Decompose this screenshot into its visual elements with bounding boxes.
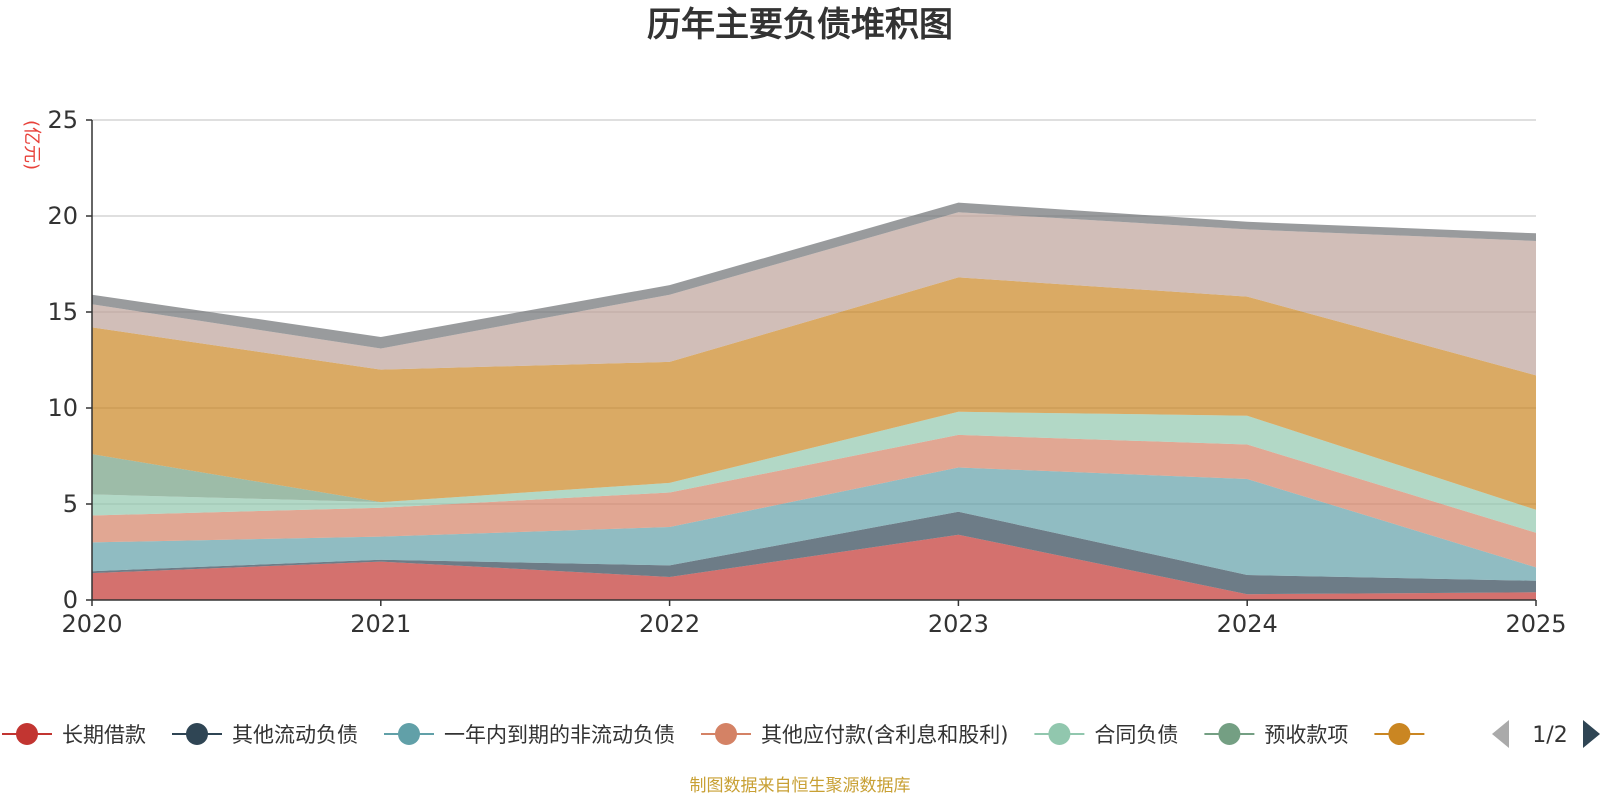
x-tick-label: 2020 bbox=[61, 610, 122, 638]
legend: 长期借款 其他流动负债 一年内到期的非流动负债 其他应付款(含利息和股利) 合同负债 预收… bbox=[2, 720, 1600, 748]
legend-marker-icon bbox=[1218, 723, 1241, 745]
data-source-note: 制图数据来自恒生聚源数据库 bbox=[690, 776, 911, 796]
y-tick-label: 20 bbox=[47, 202, 78, 230]
legend-marker-icon bbox=[398, 723, 420, 745]
legend-page-indicator: 1/2 bbox=[1532, 723, 1567, 748]
legend-item[interactable]: 其他流动负债 bbox=[172, 723, 358, 747]
legend-label: 其他流动负债 bbox=[232, 723, 358, 747]
y-tick-label: 15 bbox=[47, 298, 78, 326]
legend-marker-icon bbox=[1388, 723, 1411, 745]
stacked-areas bbox=[92, 202, 1536, 600]
legend-label: 预收款项 bbox=[1264, 723, 1348, 747]
y-tick-label: 5 bbox=[63, 490, 78, 518]
y-axis-unit-label: (亿元) bbox=[21, 120, 42, 170]
legend-item[interactable]: 预收款项 bbox=[1204, 723, 1348, 747]
y-tick-label: 0 bbox=[63, 586, 78, 614]
area-一年内到期的非流动负债 bbox=[92, 467, 1536, 581]
chart-title: 历年主要负债堆积图 bbox=[647, 5, 953, 45]
area-应付票据 bbox=[92, 212, 1536, 376]
legend-marker-icon bbox=[715, 723, 737, 745]
legend-item-partial[interactable] bbox=[1374, 723, 1425, 745]
legend-next-page-icon[interactable] bbox=[1583, 720, 1600, 748]
legend-item[interactable]: 一年内到期的非流动负债 bbox=[384, 723, 675, 747]
legend-marker-icon bbox=[1048, 723, 1071, 745]
legend-item[interactable]: 长期借款 bbox=[2, 723, 146, 747]
area-长期借款 bbox=[92, 534, 1536, 600]
area-其他流动负债 bbox=[92, 511, 1536, 595]
x-tick-label: 2025 bbox=[1505, 610, 1566, 638]
area-其他应付款(含利息和股利) bbox=[92, 434, 1536, 568]
x-tick-label: 2021 bbox=[350, 610, 411, 638]
area-合同负债 bbox=[92, 411, 1536, 533]
y-tick-label: 10 bbox=[47, 394, 78, 422]
area-应付账款 bbox=[92, 277, 1536, 510]
legend-item[interactable]: 合同负债 bbox=[1034, 723, 1178, 747]
x-tick-label: 2023 bbox=[928, 610, 989, 638]
x-tick-label: 2024 bbox=[1217, 610, 1278, 638]
legend-prev-page-icon[interactable] bbox=[1492, 720, 1509, 748]
legend-label: 其他应付款(含利息和股利) bbox=[761, 723, 1008, 747]
x-tick-label: 2022 bbox=[639, 610, 700, 638]
legend-label: 合同负债 bbox=[1094, 723, 1178, 747]
legend-item[interactable]: 其他应付款(含利息和股利) bbox=[701, 723, 1008, 747]
legend-marker-icon bbox=[16, 723, 38, 745]
legend-label: 一年内到期的非流动负债 bbox=[444, 723, 675, 747]
legend-marker-icon bbox=[186, 723, 208, 745]
legend-label: 长期借款 bbox=[62, 723, 146, 747]
y-tick-label: 25 bbox=[47, 106, 78, 134]
